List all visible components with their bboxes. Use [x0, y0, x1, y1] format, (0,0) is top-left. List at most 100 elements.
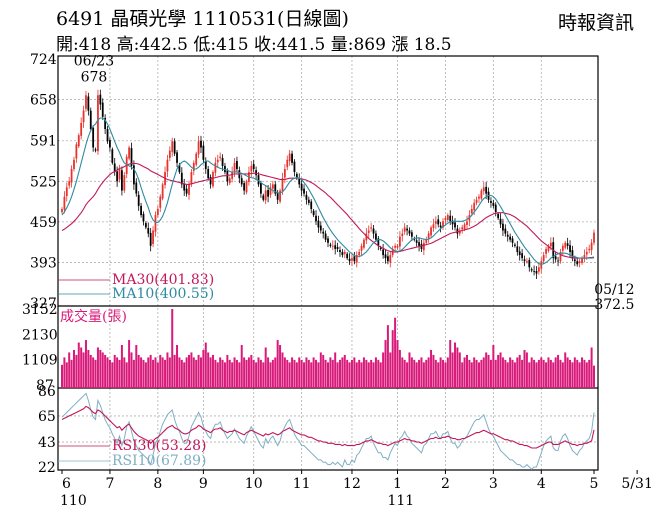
- candle: [430, 225, 432, 238]
- volume-bar: [509, 357, 512, 388]
- volume-bar: [204, 342, 207, 388]
- volume-bar: [422, 362, 425, 388]
- ma10-line: [61, 117, 595, 265]
- volume-bar: [329, 357, 332, 388]
- candle: [180, 167, 183, 189]
- volume-bar: [307, 359, 310, 388]
- volume-bar: [451, 352, 454, 388]
- source-label: 時報資訊: [557, 12, 634, 34]
- candle: [262, 193, 265, 202]
- volume-bar: [161, 357, 164, 388]
- volume-bar: [149, 354, 152, 388]
- volume-bar: [391, 330, 394, 388]
- candle: [514, 242, 516, 248]
- volume-bar: [132, 359, 135, 388]
- volume-bar: [99, 349, 102, 388]
- volume-bar: [504, 359, 507, 388]
- volume-bar: [171, 309, 174, 388]
- volume-bar: [516, 357, 519, 388]
- volume-bar: [120, 345, 123, 388]
- candle: [149, 228, 152, 252]
- candle: [171, 137, 174, 157]
- volume-y-tick-label: 87: [36, 378, 54, 394]
- candle: [152, 226, 154, 248]
- candle: [61, 207, 63, 214]
- volume-bar: [185, 357, 188, 388]
- volume-bar: [322, 354, 325, 388]
- volume-bar: [523, 349, 526, 388]
- candle: [387, 251, 389, 265]
- rsi-y-tick-label: 86: [38, 384, 56, 400]
- volume-bar: [569, 359, 572, 388]
- volume-bar: [348, 362, 351, 388]
- candle: [137, 191, 140, 211]
- candle: [245, 179, 248, 195]
- candle: [389, 251, 392, 268]
- candle: [398, 231, 401, 251]
- candle: [408, 227, 411, 237]
- volume-bar: [94, 359, 97, 388]
- volume-bar: [257, 357, 260, 388]
- candle: [375, 230, 377, 243]
- volume-bar: [259, 359, 262, 388]
- price-y-tick-label: 393: [30, 255, 57, 271]
- volume-bar: [384, 340, 387, 388]
- candle: [327, 236, 329, 248]
- candle: [257, 172, 260, 187]
- volume-bar: [252, 359, 255, 388]
- volume-bar: [346, 359, 349, 388]
- candle: [497, 212, 500, 221]
- volume-bar: [338, 359, 341, 388]
- volume-bar: [552, 362, 555, 388]
- volume-bar: [386, 325, 389, 388]
- volume-bar: [281, 352, 284, 388]
- volume-bar: [360, 362, 363, 388]
- volume-bar: [499, 352, 502, 388]
- volume-bar: [415, 362, 418, 388]
- volume-bar: [80, 347, 83, 388]
- candle: [322, 228, 325, 239]
- volume-bar: [223, 362, 226, 388]
- volume-bar: [442, 359, 445, 388]
- volume-bar: [262, 362, 265, 388]
- volume-bar: [585, 362, 588, 388]
- volume-bar: [291, 357, 294, 388]
- volume-bar: [116, 357, 119, 388]
- candle: [123, 172, 126, 193]
- candle: [147, 222, 150, 238]
- volume-bar: [72, 349, 75, 388]
- candle: [317, 215, 320, 233]
- candle: [202, 141, 205, 163]
- candle: [240, 175, 243, 187]
- volume-bar: [183, 362, 186, 388]
- volume-bar: [389, 352, 392, 388]
- volume-bar: [111, 362, 114, 388]
- volume-bar: [104, 354, 107, 388]
- candle: [92, 125, 95, 152]
- volume-bar: [245, 359, 248, 388]
- volume-bar: [173, 354, 176, 388]
- x-year-label: 111: [387, 493, 414, 509]
- volume-bar: [195, 359, 198, 388]
- volume-bar: [65, 362, 68, 388]
- candle: [68, 177, 71, 189]
- volume-bar: [317, 362, 320, 388]
- volume-bar: [463, 357, 466, 388]
- candle: [214, 157, 217, 177]
- candle: [89, 107, 92, 132]
- candle: [221, 154, 224, 171]
- candle: [542, 251, 545, 264]
- volume-bar: [125, 362, 128, 388]
- x-tick-label: 11: [293, 476, 311, 492]
- rsi30-line: [61, 405, 595, 449]
- candle: [315, 210, 317, 225]
- candle: [87, 92, 90, 116]
- volume-bar: [372, 362, 375, 388]
- x-tick-label: 3: [489, 476, 498, 492]
- volume-bar: [557, 354, 560, 388]
- candle: [77, 133, 80, 149]
- volume-bar: [243, 357, 246, 388]
- volume-bar: [545, 362, 548, 388]
- candle: [300, 178, 303, 197]
